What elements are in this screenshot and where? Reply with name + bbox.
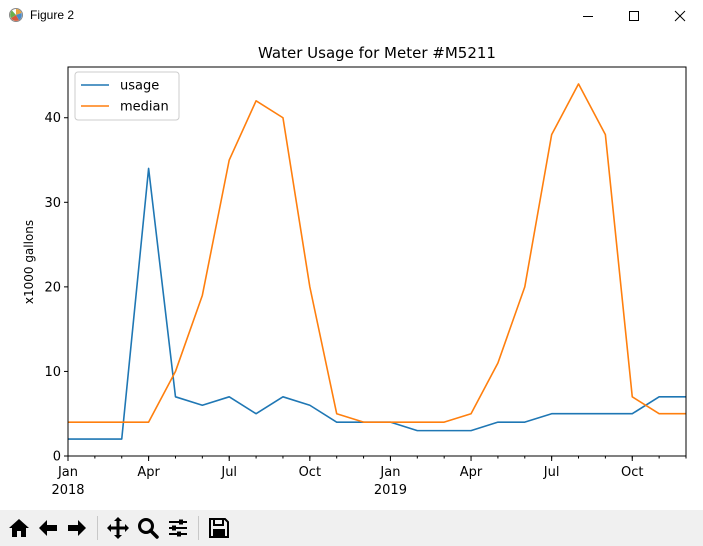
y-tick-label: 10 [44, 365, 61, 380]
x-tick-label: Oct [621, 465, 643, 480]
legend: usage median [74, 71, 180, 121]
navigation-toolbar [0, 510, 703, 546]
back-button[interactable] [34, 514, 62, 542]
close-icon [674, 10, 686, 21]
save-button[interactable] [205, 514, 233, 542]
maximize-button[interactable] [611, 0, 657, 31]
chart-title: Water Usage for Meter #M5211 [258, 44, 496, 62]
x-tick-year-label: 2018 [51, 483, 84, 498]
home-button[interactable] [5, 514, 33, 542]
configure-subplots-button[interactable] [164, 514, 192, 542]
x-tick-label: Jan [379, 465, 400, 480]
x-tick-label: Apr [137, 465, 160, 480]
title-bar: Figure 2 [0, 0, 703, 31]
app-icon [9, 8, 23, 22]
zoom-button[interactable] [134, 514, 162, 542]
y-tick-label: 0 [53, 450, 61, 465]
zoom-icon [138, 518, 159, 539]
forward-icon [68, 520, 86, 536]
x-tick-label: Oct [299, 465, 321, 480]
legend-box [74, 71, 180, 121]
minimize-button[interactable] [565, 0, 611, 31]
x-tick-year-label: 2019 [374, 483, 407, 498]
line-chart: Water Usage for Meter #M5211 x1000 gallo… [22, 44, 687, 498]
y-tick-label: 20 [44, 280, 61, 295]
y-axis: 0 10 20 30 40 [44, 111, 68, 465]
y-tick-label: 40 [44, 111, 61, 126]
y-tick-label: 30 [44, 196, 61, 211]
home-icon [9, 519, 29, 537]
x-tick-label: Jan [57, 465, 78, 480]
axes-frame [67, 66, 687, 457]
back-icon [39, 520, 57, 536]
x-tick-label: Jul [543, 465, 560, 480]
save-icon [209, 518, 229, 538]
close-button[interactable] [657, 0, 703, 31]
forward-button[interactable] [63, 514, 91, 542]
maximize-icon [629, 10, 639, 21]
legend-label-usage: usage [120, 79, 159, 94]
pan-icon [107, 517, 129, 539]
x-tick-label: Apr [460, 465, 483, 480]
toolbar-separator [97, 516, 98, 540]
x-axis: Jan 2018 Apr Jul Oct Jan 2019 Apr Jul Oct [51, 456, 687, 498]
legend-label-median: median [120, 100, 169, 115]
window-title: Figure 2 [30, 8, 75, 22]
x-tick-label: Jul [220, 465, 237, 480]
y-axis-label: x1000 gallons [22, 220, 36, 304]
series-line-median [68, 83, 686, 423]
pan-button[interactable] [104, 514, 132, 542]
plot-canvas[interactable]: Water Usage for Meter #M5211 x1000 gallo… [0, 31, 703, 510]
toolbar-separator [198, 516, 199, 540]
series-lines [68, 83, 686, 440]
configure-subplots-icon [169, 519, 187, 537]
minimize-icon [583, 15, 593, 17]
